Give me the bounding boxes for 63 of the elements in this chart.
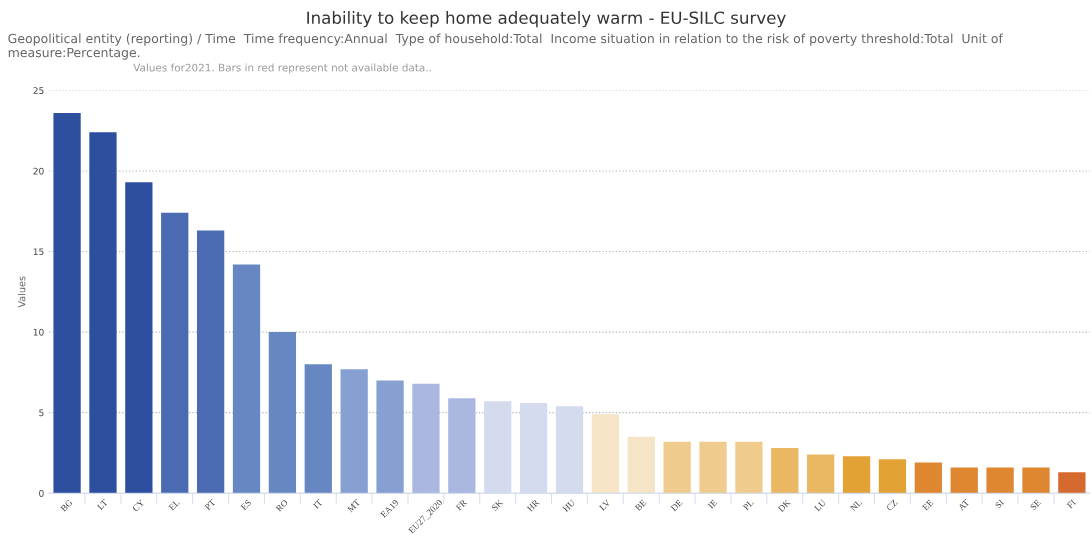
x-tick-label: RO [275,499,289,512]
bar [340,369,368,494]
bar [699,441,727,494]
text: Values for2021. Bars in red represent not available data.. [133,63,431,74]
chart-title: Inability to keep home adequately warm - EU-SILC survey [307,11,786,28]
x-tick-label: IE [707,499,718,509]
bar [448,398,476,494]
bar [412,383,440,494]
bar [627,436,655,494]
bar [842,456,871,494]
bar [376,380,404,494]
x-tick-label: MT [346,499,361,513]
bar [125,182,153,494]
x-tick-label: ES [240,499,252,511]
y-tick-label: 0 [39,489,44,497]
x-tick-label: SI [995,499,1005,509]
bar [878,459,907,494]
bar [196,230,225,494]
chart-subtitle: Geopolitical entity (reporting) / Time Time frequency:Annual Type of household:Total Income situation in relation to the risk of poverty threshold:Total Unit of measure:Percentage. [8,33,1004,60]
bar [304,364,332,494]
bar [53,112,81,494]
x-tick-label: IT [312,499,323,509]
x-tick-label: SE [1030,499,1041,511]
x-tick-label: LT [96,499,109,511]
y-tick-label: 5 [39,409,44,417]
y-axis-title: Values [17,276,26,308]
bar [986,467,1014,494]
x-tick-label: EE [921,499,934,511]
x-tick-label: AT [957,499,970,511]
bar [807,454,835,494]
x-tick-label: BE [634,499,647,512]
x-tick-label: HR [526,499,540,512]
x-tick-label: FI [1066,499,1077,509]
bar [232,264,261,494]
bar [89,132,117,494]
x-tick-label: PL [742,499,754,511]
bar [663,441,691,494]
y-tick-label: 15 [33,248,44,256]
x-tick-label: NL [849,499,862,512]
x-tick-label: CY [131,499,145,512]
bar [1022,467,1050,494]
x-tick-label: BG [60,499,73,512]
bar [161,212,189,494]
x-tick-label: EL [168,499,180,511]
y-tick-label: 10 [33,328,44,336]
bar [268,332,297,494]
bar [950,467,978,494]
x-tick-label: LU [813,499,827,512]
x-tick-label: DK [777,499,791,513]
x-tick-label: LV [598,499,611,512]
bar [914,462,942,494]
x-tick-label: SK [491,499,504,511]
bar [771,448,799,494]
bar [591,414,619,494]
x-tick-label: HU [562,499,576,513]
x-tick-label: DE [670,499,683,512]
bar [735,441,763,494]
bar [1058,472,1086,494]
x-tick-label: PT [204,499,216,511]
x-tick-label: FR [455,499,468,511]
y-tick-label: 25 [33,87,44,94]
x-tick-label: CZ [885,499,898,512]
y-tick-label: 20 [33,167,44,175]
